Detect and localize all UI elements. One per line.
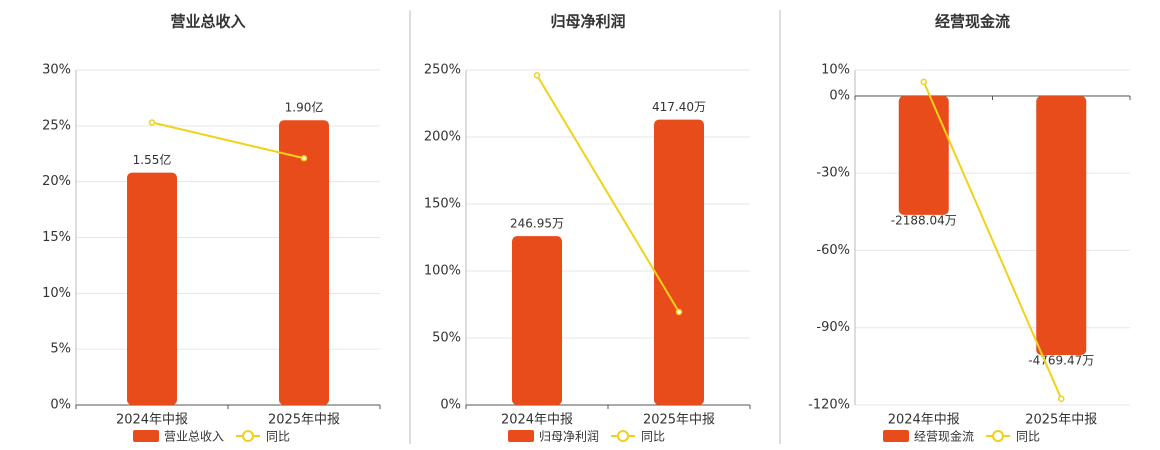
legend-swatch: [992, 430, 1004, 442]
value-label: 1.55亿: [133, 152, 172, 167]
chart-title: 经营现金流: [935, 13, 1010, 31]
y-tick-label: 250%: [424, 63, 461, 78]
y-tick-label: -30%: [816, 166, 850, 181]
chart-title: 归母净利润: [550, 13, 625, 31]
bar: [1036, 96, 1087, 356]
bar: [127, 172, 177, 405]
legend-label: 同比: [641, 430, 665, 444]
value-label: -4769.47万: [1028, 354, 1094, 368]
value-label: 417.40万: [652, 100, 706, 114]
value-label: 1.90亿: [285, 100, 324, 115]
legend-swatch: [133, 430, 159, 442]
x-tick-label: 2025年中报: [643, 413, 715, 428]
line: [151, 121, 305, 160]
x-tick-label: 2025年中报: [1025, 413, 1097, 428]
x-tick-label: 2024年中报: [116, 413, 188, 428]
value-label: -2188.04万: [891, 213, 957, 227]
line-point: [533, 72, 541, 79]
legend-label: 同比: [1016, 430, 1040, 444]
bar: [654, 119, 704, 405]
legend-swatch: [242, 430, 254, 442]
y-tick-label: 25%: [42, 118, 71, 133]
y-tick-label: 20%: [42, 174, 71, 189]
bar: [279, 120, 329, 405]
bar: [512, 236, 562, 405]
chart-title: 营业总收入: [170, 13, 245, 31]
y-tick-label: -90%: [816, 320, 850, 335]
legend-label: 同比: [266, 430, 290, 444]
y-tick-label: 5%: [50, 342, 71, 357]
x-tick-label: 2024年中报: [501, 413, 573, 428]
y-tick-label: 150%: [424, 197, 461, 212]
line-point: [675, 308, 683, 316]
y-tick-label: -120%: [808, 398, 850, 413]
line-point: [920, 78, 927, 86]
legend-label: 经营现金流: [914, 429, 974, 444]
y-tick-label: 50%: [432, 331, 461, 346]
line: [922, 81, 1063, 400]
line-point: [148, 119, 156, 126]
legend-swatch: [508, 430, 534, 442]
y-tick-label: 100%: [424, 264, 461, 279]
line-point: [1058, 395, 1065, 403]
legend-swatch: [883, 430, 909, 442]
y-tick-label: -60%: [816, 243, 850, 258]
y-tick-label: 10%: [821, 63, 850, 78]
y-tick-label: 10%: [42, 286, 71, 301]
y-tick-label: 200%: [424, 130, 461, 145]
y-tick-label: 0%: [829, 88, 850, 103]
value-label: 246.95万: [510, 217, 564, 231]
bar: [898, 96, 949, 215]
legend-label: 归母净利润: [539, 430, 599, 444]
y-tick-label: 15%: [42, 230, 71, 245]
line: [536, 74, 680, 313]
legend-swatch: [617, 430, 629, 442]
x-tick-label: 2024年中报: [888, 413, 960, 428]
line-point: [300, 154, 308, 162]
x-tick-label: 2025年中报: [268, 413, 340, 428]
legend-label: 营业总收入: [164, 430, 224, 444]
y-tick-label: 0%: [50, 398, 71, 413]
y-tick-label: 0%: [440, 398, 461, 413]
y-tick-label: 30%: [42, 63, 71, 78]
